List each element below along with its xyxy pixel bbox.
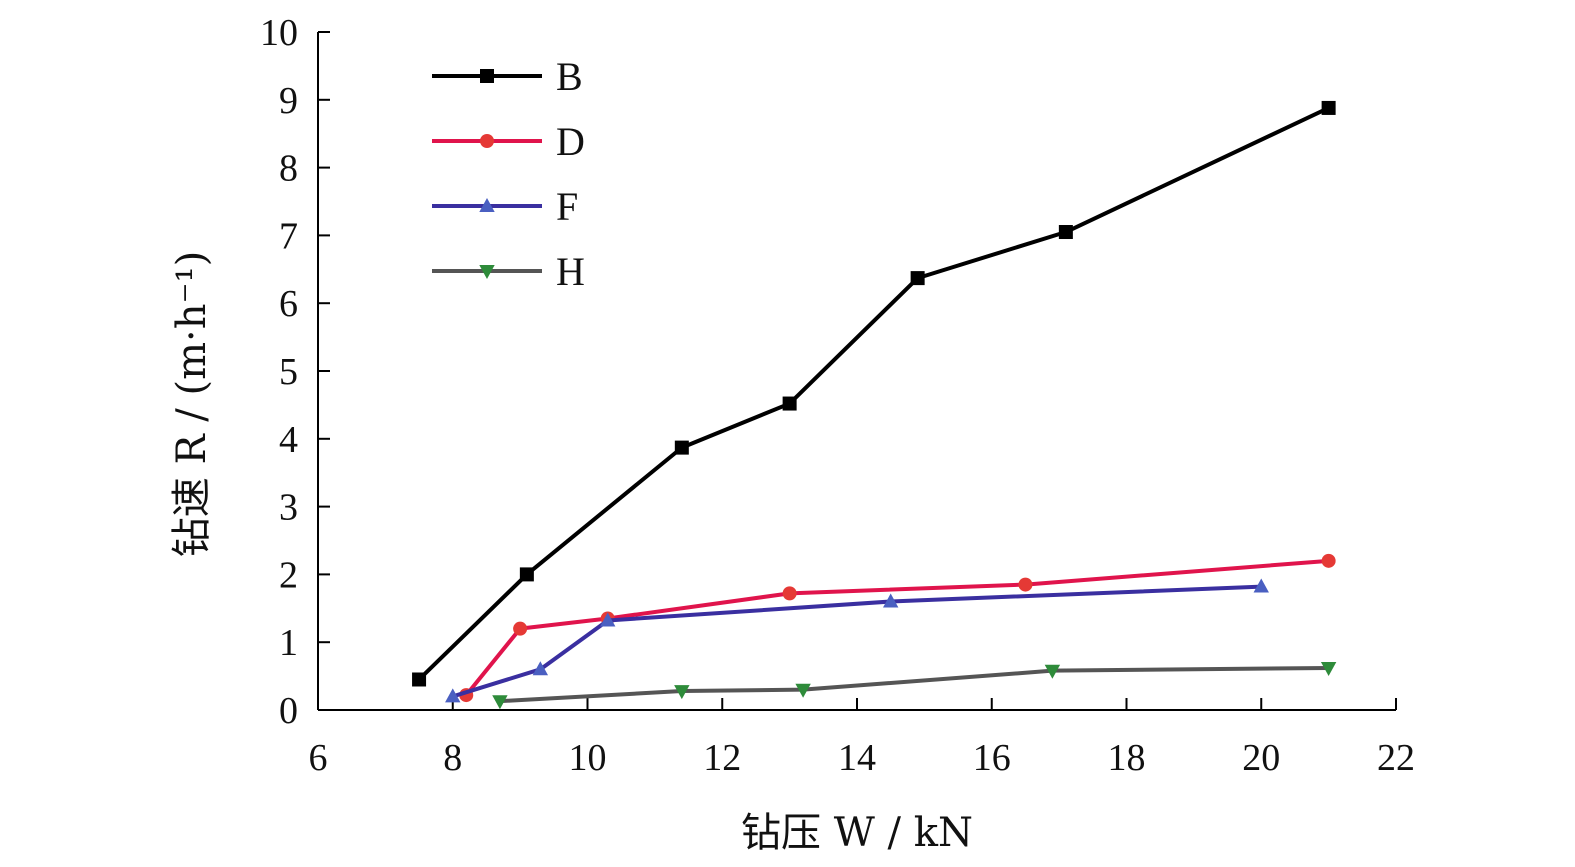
x-tick-label: 22 [1377,737,1415,779]
legend-item-H: H [432,249,585,294]
y-tick-label: 5 [279,351,298,393]
y-tick-label: 3 [279,487,298,529]
data-point-F [445,688,461,703]
data-point-F [532,661,549,676]
data-point-H [1044,664,1061,679]
y-tick-label: 8 [279,148,298,190]
y-tick-label: 9 [279,80,298,122]
y-tick-label: 7 [279,215,298,257]
legend-item-D: D [432,119,585,164]
series-layer [412,100,1337,710]
y-axis-label: 钻速 R / (m·h⁻¹) [169,251,215,558]
series-line-D [464,558,1329,697]
data-point-B [782,396,797,411]
legend-item-F: F [432,184,578,229]
x-tick-label: 14 [838,737,876,779]
data-point-D [1321,553,1336,568]
data-point-B [910,271,925,286]
legend-label: H [556,249,585,294]
data-point-H [1320,662,1337,677]
data-point-D [1018,577,1033,592]
legend-item-B: B [432,54,583,99]
x-tick-label: 6 [309,737,328,779]
data-point-F [882,593,899,608]
y-tick-label: 6 [279,283,298,325]
series-line-H [499,665,1329,704]
data-point-H [492,695,508,710]
y-tick-label: 1 [279,622,298,664]
data-point-B [1321,100,1336,115]
x-tick-label: 18 [1108,737,1146,779]
legend-label: D [556,119,585,164]
x-tick-label: 10 [569,737,607,779]
x-tick-label: 20 [1242,737,1280,779]
data-point-F [600,612,616,627]
data-point-B [412,672,427,687]
data-point-B [674,440,689,455]
y-tick-label: 2 [279,554,298,596]
data-point-B [1058,225,1073,240]
x-axis-label: 钻压 W / kN [741,810,973,856]
data-point-D [513,621,528,636]
data-point-H [795,683,811,698]
series-line-F [452,584,1262,699]
x-tick-label: 16 [973,737,1011,779]
series-F [445,578,1269,703]
y-tick-label: 0 [279,690,298,732]
data-point-H [674,685,690,700]
data-point-D [782,586,797,601]
legend-marker [480,134,494,148]
y-tick-label: 4 [279,419,298,461]
x-tick-label: 12 [703,737,741,779]
legend-label: F [556,184,578,229]
legend-marker [479,265,495,280]
y-tick-label: 10 [260,12,298,54]
data-point-F [1253,578,1269,593]
data-point-B [519,567,534,582]
legend-marker [479,197,495,212]
series-B [412,100,1336,687]
legend-marker [480,69,494,83]
legend-label: B [556,54,583,99]
x-tick-label: 8 [443,737,462,779]
series-D [459,553,1336,703]
series-H [492,662,1337,710]
